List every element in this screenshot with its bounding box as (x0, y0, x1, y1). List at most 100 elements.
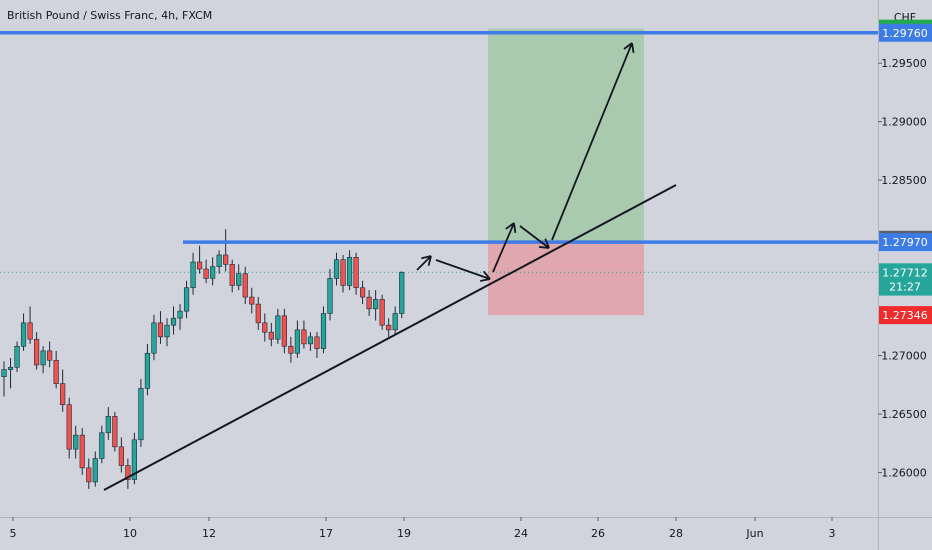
candle (386, 324, 392, 331)
projection-arrow-4[interactable] (519, 225, 550, 249)
candle (1, 369, 7, 377)
candle (203, 268, 209, 279)
candle (7, 366, 14, 370)
candle (379, 299, 385, 326)
candle (236, 273, 242, 286)
candle (33, 338, 40, 366)
candle (223, 254, 229, 265)
time-tick-label: 5 (10, 527, 17, 540)
candle (125, 465, 131, 480)
candle (359, 287, 366, 298)
price-badge (879, 23, 932, 42)
candle (399, 272, 405, 314)
candle (138, 388, 144, 441)
candle (392, 313, 398, 331)
price-badge (879, 277, 932, 296)
candle (27, 322, 33, 340)
candle (340, 259, 346, 286)
candle (79, 434, 85, 469)
candle (60, 383, 66, 406)
candle (301, 329, 307, 345)
projection-arrow-2[interactable] (435, 259, 491, 280)
candle (151, 322, 157, 354)
projection-arrow-4-head (544, 238, 550, 249)
candle (14, 345, 20, 368)
price-tick-label: 1.29000 (881, 116, 927, 129)
candle (366, 296, 372, 310)
candle (73, 434, 79, 450)
candle (105, 416, 111, 434)
price-tick-label: 1.28500 (881, 174, 927, 187)
candle (229, 264, 235, 286)
candle (190, 261, 196, 289)
projection-arrow-1-head (421, 255, 432, 260)
candle (53, 359, 59, 384)
profit-zone[interactable] (488, 28, 644, 243)
candle (373, 299, 379, 310)
projection-arrow-1[interactable] (416, 255, 432, 271)
time-tick-label: 12 (202, 527, 216, 540)
price-badge-label: 1.29760 (882, 27, 928, 40)
price-tick-label: 1.26000 (881, 467, 927, 480)
projection-arrow-3-head (513, 222, 517, 234)
candle (99, 432, 105, 459)
time-tick-label: 3 (829, 527, 836, 540)
candle (210, 266, 216, 279)
price-tick-label: 1.27000 (881, 350, 927, 363)
price-badge-label: 1.27712 (882, 266, 928, 279)
candle (183, 287, 190, 312)
candle (242, 273, 248, 298)
projection-arrow-2-head (482, 270, 491, 280)
time-tick-label: 26 (591, 527, 605, 540)
projection-arrow-3[interactable] (492, 222, 515, 273)
candle (307, 336, 314, 345)
candle (47, 350, 53, 361)
projection-arrow-5[interactable] (551, 42, 633, 241)
loss-zone[interactable] (488, 242, 644, 316)
candle (157, 322, 164, 338)
candle (333, 259, 340, 279)
candle (327, 278, 333, 314)
projection-arrow-1-head (427, 255, 432, 266)
symbol-title: British Pound / Swiss Franc, 4h, FXCM (7, 9, 213, 22)
trendline[interactable] (103, 184, 677, 491)
candle (268, 331, 274, 340)
projection-arrow-4-head (538, 246, 550, 249)
price-badge-label: 1.27970 (882, 236, 928, 249)
time-tick-label: 24 (514, 527, 528, 540)
time-tick-label: Jun (745, 527, 763, 540)
candle (353, 257, 359, 289)
price-badge-label: 21:27 (889, 281, 921, 294)
candle (216, 254, 222, 267)
time-tick-label: 17 (319, 527, 333, 540)
projection-arrow-5-head (631, 42, 635, 54)
projection-arrow-5-head (623, 42, 633, 50)
candle (294, 329, 301, 354)
projection-arrow-3-head (505, 222, 515, 230)
candle (66, 404, 72, 450)
candle (40, 350, 46, 366)
plot-area (0, 0, 878, 517)
time-tick-label: 10 (123, 527, 137, 540)
candle (346, 257, 353, 286)
price-badge (879, 263, 932, 282)
price-badge (879, 233, 932, 252)
candle (281, 315, 287, 347)
candle (92, 458, 98, 483)
price-badge (879, 306, 932, 325)
time-tick-label: 19 (397, 527, 411, 540)
price-tick-label: 1.26500 (881, 408, 927, 421)
candle (288, 345, 294, 354)
candle (249, 296, 255, 305)
candle (314, 336, 320, 349)
candle (112, 416, 118, 448)
candle (118, 446, 124, 466)
candle (20, 322, 27, 347)
projection-arrow-2-head (480, 278, 491, 282)
candle (197, 261, 203, 270)
candle (177, 310, 183, 319)
candle (170, 317, 177, 326)
candle (255, 303, 261, 324)
